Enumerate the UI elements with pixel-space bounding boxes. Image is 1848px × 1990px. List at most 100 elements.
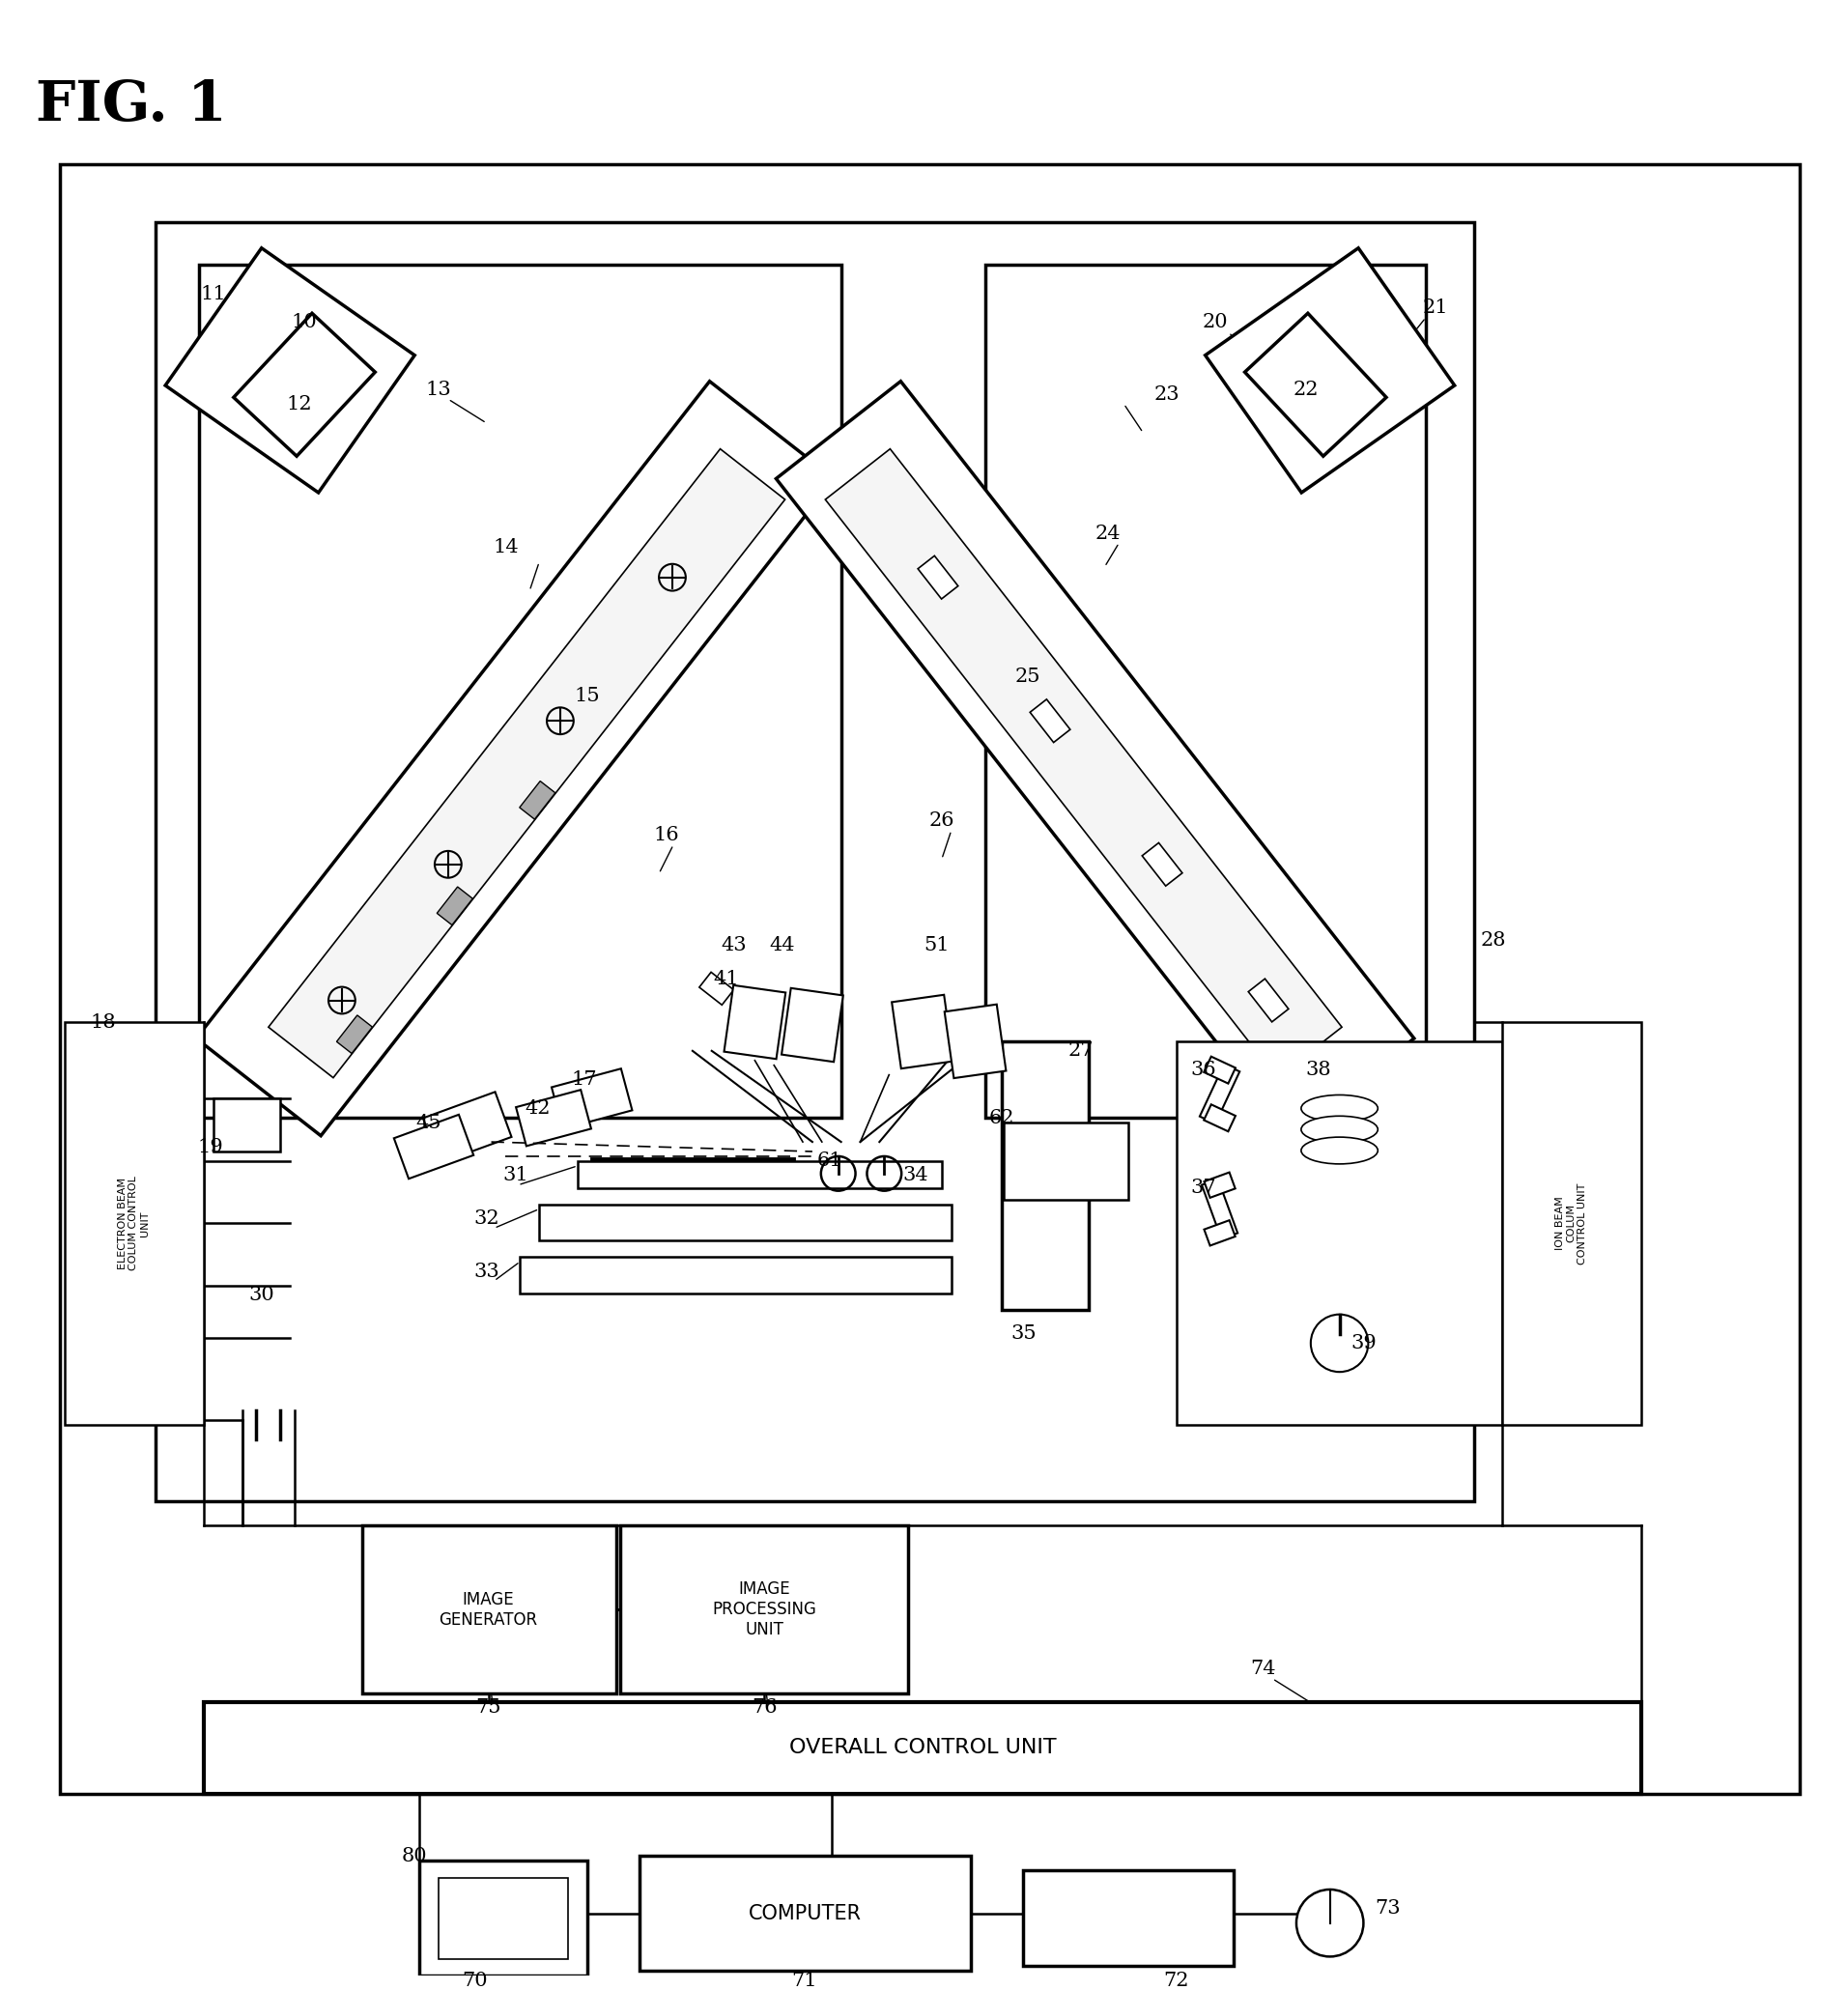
Text: 33: 33 (473, 1262, 499, 1280)
Text: 23: 23 (1155, 386, 1179, 404)
Polygon shape (423, 1093, 512, 1164)
Text: 39: 39 (1351, 1333, 1377, 1353)
Bar (362, 1524, 615, 1693)
Bar (155, 221, 1473, 1500)
Text: 17: 17 (571, 1071, 597, 1089)
Text: 27: 27 (1068, 1041, 1094, 1061)
Bar (438, 1879, 567, 1960)
Polygon shape (394, 1114, 473, 1178)
Polygon shape (1199, 1065, 1240, 1124)
Bar (65, 1023, 203, 1425)
Text: 70: 70 (462, 1972, 488, 1990)
Polygon shape (551, 1069, 632, 1128)
Polygon shape (1246, 312, 1386, 456)
Text: 13: 13 (425, 380, 451, 398)
Polygon shape (782, 989, 843, 1063)
Text: 31: 31 (503, 1166, 529, 1184)
Bar (1177, 1041, 1502, 1425)
Text: 74: 74 (1249, 1660, 1275, 1678)
Polygon shape (1029, 698, 1070, 742)
Text: 32: 32 (473, 1210, 499, 1228)
Polygon shape (893, 995, 954, 1069)
Polygon shape (918, 555, 957, 599)
Ellipse shape (1301, 1094, 1379, 1122)
Text: 42: 42 (525, 1098, 551, 1118)
Text: 36: 36 (1190, 1061, 1216, 1079)
Polygon shape (776, 382, 1414, 1136)
Polygon shape (519, 780, 554, 820)
Text: FIG. 1: FIG. 1 (35, 78, 227, 131)
Text: 44: 44 (769, 935, 795, 955)
Text: 45: 45 (416, 1114, 442, 1132)
Text: 20: 20 (1201, 312, 1227, 332)
Text: 51: 51 (924, 935, 950, 955)
Text: 14: 14 (493, 539, 519, 557)
Bar (985, 265, 1427, 1118)
Polygon shape (826, 450, 1342, 1079)
Text: 76: 76 (752, 1697, 778, 1717)
Polygon shape (196, 382, 833, 1136)
Text: 80: 80 (401, 1847, 427, 1865)
Polygon shape (1205, 1220, 1234, 1246)
Text: 22: 22 (1294, 380, 1319, 398)
Text: 38: 38 (1305, 1061, 1331, 1079)
Bar (1002, 1041, 1088, 1309)
Polygon shape (1205, 249, 1454, 494)
Bar (200, 265, 841, 1118)
Ellipse shape (1301, 1136, 1379, 1164)
Polygon shape (699, 973, 734, 1005)
Polygon shape (1205, 1172, 1234, 1198)
Bar (578, 1160, 942, 1188)
Text: 24: 24 (1094, 523, 1120, 543)
Text: 25: 25 (1015, 669, 1040, 687)
Text: 61: 61 (817, 1152, 843, 1170)
Text: 35: 35 (1011, 1325, 1037, 1343)
Text: 28: 28 (1480, 931, 1506, 949)
Bar (213, 1098, 281, 1152)
Polygon shape (336, 1015, 371, 1053)
Bar (540, 1204, 952, 1240)
Bar (1024, 1871, 1234, 1966)
Text: ELECTRON BEAM
COLUM CONTROL
UNIT: ELECTRON BEAM COLUM CONTROL UNIT (118, 1176, 150, 1272)
Polygon shape (516, 1091, 591, 1146)
Text: IMAGE
GENERATOR: IMAGE GENERATOR (440, 1590, 538, 1628)
Text: ION BEAM
COLUM
CONTROL UNIT: ION BEAM COLUM CONTROL UNIT (1556, 1182, 1587, 1264)
Text: COMPUTER: COMPUTER (748, 1904, 861, 1922)
Bar (621, 1524, 907, 1693)
Polygon shape (268, 450, 785, 1079)
Bar (639, 1857, 970, 1970)
Text: 19: 19 (198, 1138, 224, 1156)
Bar (1003, 1122, 1129, 1200)
Text: 37: 37 (1190, 1178, 1216, 1198)
Text: IMAGE
PROCESSING
UNIT: IMAGE PROCESSING UNIT (711, 1580, 817, 1638)
Text: 71: 71 (791, 1972, 817, 1990)
Polygon shape (233, 312, 375, 456)
Polygon shape (164, 249, 414, 494)
Text: 10: 10 (292, 312, 318, 332)
Text: 75: 75 (475, 1697, 501, 1717)
Bar (1502, 1023, 1641, 1425)
Polygon shape (436, 888, 473, 925)
Text: 11: 11 (200, 285, 225, 302)
Text: 41: 41 (713, 969, 739, 989)
Text: 15: 15 (575, 687, 601, 704)
Text: 26: 26 (930, 812, 955, 830)
Bar (203, 1703, 1641, 1793)
Bar (59, 165, 1800, 1793)
Polygon shape (1201, 1178, 1238, 1240)
Polygon shape (1203, 1104, 1236, 1132)
Polygon shape (724, 985, 785, 1059)
Text: 30: 30 (248, 1286, 274, 1303)
Text: 43: 43 (721, 935, 747, 955)
Text: 12: 12 (286, 394, 312, 414)
Polygon shape (1142, 844, 1183, 886)
Ellipse shape (1301, 1116, 1379, 1142)
Polygon shape (1247, 979, 1288, 1023)
Polygon shape (1203, 1057, 1236, 1083)
Text: 21: 21 (1423, 298, 1449, 316)
Polygon shape (944, 1005, 1005, 1079)
Bar (419, 1861, 588, 1976)
Text: 73: 73 (1375, 1900, 1401, 1918)
Text: OVERALL CONTROL UNIT: OVERALL CONTROL UNIT (789, 1737, 1057, 1757)
Text: 18: 18 (91, 1013, 116, 1031)
